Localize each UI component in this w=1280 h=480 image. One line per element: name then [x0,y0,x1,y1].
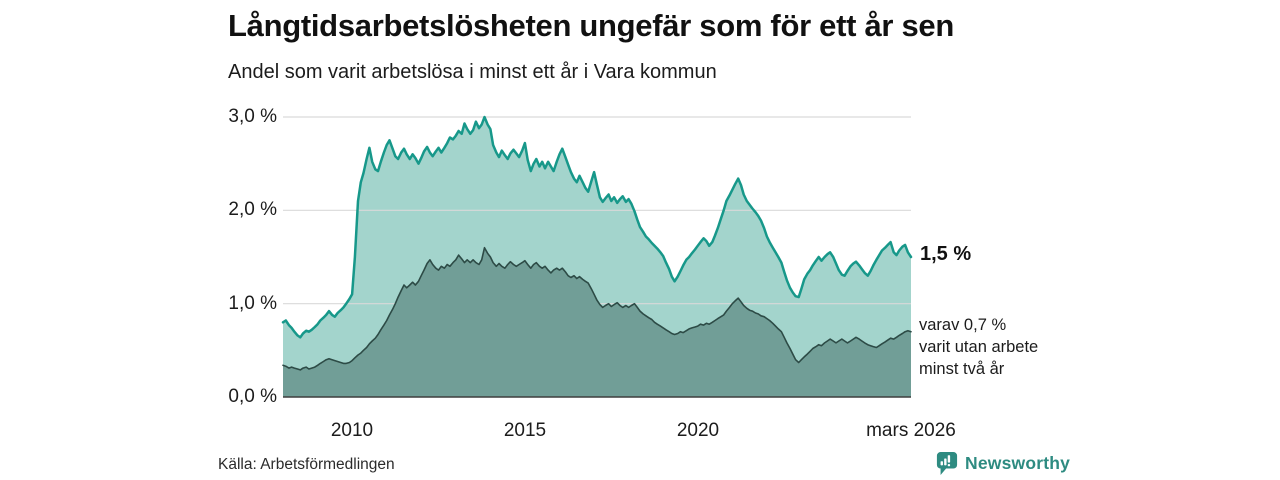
latest-value-annotation: 1,5 % [920,243,972,265]
newsworthy-logo[interactable]: Newsworthy [936,451,1070,476]
source-attribution: Källa: Arbetsförmedlingen [218,456,395,473]
two-year-annotation-line: minst två år [919,360,1005,378]
y-tick-label: 3,0 % [228,106,277,127]
two-year-annotation-line: varit utan arbete [919,338,1039,356]
newsworthy-speech-bubble-chart-icon [936,451,958,476]
x-tick-label: 2010 [330,420,374,441]
chart-subtitle: Andel som varit arbetslösa i minst ett å… [228,61,717,83]
y-tick-label: 2,0 % [228,199,277,221]
y-tick-label: 1,0 % [228,292,277,314]
chart-title: Långtidsarbetslösheten ungefär som för e… [228,8,955,43]
y-tick-label: 0,0 % [228,386,277,407]
x-tick-label: 2020 [676,420,720,441]
two-year-annotation-line: varav 0,7 % [919,316,1007,334]
x-tick-label: mars 2026 [866,420,956,441]
newsworthy-logo-text: Newsworthy [965,453,1071,473]
two-year-annotation: varav 0,7 % varit utan arbete minst två … [919,314,1038,380]
x-tick-label: 2015 [503,420,547,441]
